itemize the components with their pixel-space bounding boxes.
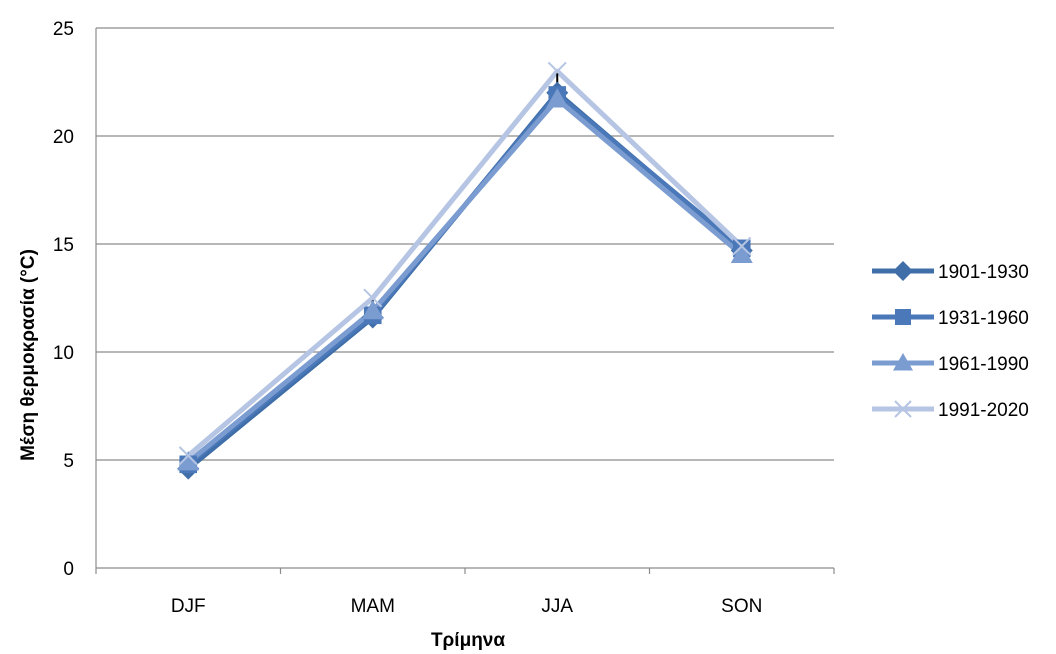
error-bars bbox=[187, 73, 743, 473]
x-tick-label: SON bbox=[721, 596, 762, 617]
series-line-1991-2020 bbox=[186, 68, 744, 458]
y-tick-label: 20 bbox=[53, 127, 74, 148]
marker-x bbox=[178, 446, 198, 466]
y-tick-label: 5 bbox=[63, 451, 74, 472]
marker-x-stroke bbox=[547, 61, 567, 81]
marker-triangle bbox=[361, 299, 384, 320]
marker-x-stroke bbox=[363, 288, 383, 308]
x-tick-labels: DJF MAM JJA SON bbox=[171, 596, 763, 617]
marker-x-stroke bbox=[894, 400, 912, 418]
marker-x-stroke bbox=[178, 446, 198, 466]
series-lines bbox=[186, 68, 744, 471]
marker-triangle bbox=[893, 353, 913, 371]
x-tick-label: JJA bbox=[541, 596, 573, 617]
y-tick-label: 15 bbox=[53, 235, 74, 256]
marker-x bbox=[732, 236, 752, 256]
marker-triangle bbox=[730, 243, 753, 264]
x-tick-label: DJF bbox=[171, 596, 206, 617]
series-line-1931-1960 bbox=[186, 92, 744, 467]
legend-label: 1961-1990 bbox=[938, 354, 1029, 375]
series-markers bbox=[177, 61, 753, 480]
marker-x-stroke bbox=[732, 236, 752, 256]
y-tick-labels: 0 5 10 15 20 25 bbox=[53, 19, 74, 580]
marker-diamond bbox=[893, 261, 913, 281]
y-tick-label: 0 bbox=[63, 559, 74, 580]
marker-x bbox=[547, 61, 567, 81]
marker-square bbox=[895, 309, 911, 325]
legend-label: 1931-1960 bbox=[938, 308, 1029, 329]
y-tick-label: 25 bbox=[53, 19, 74, 40]
legend: 1901-1930 1931-1960 1961-1990 1991-2020 bbox=[872, 261, 1029, 421]
marker-x bbox=[363, 288, 383, 308]
marker-triangle bbox=[177, 451, 200, 471]
series-line-1961-1990 bbox=[186, 96, 744, 465]
series-line-1901-1930 bbox=[186, 90, 744, 471]
x-tick-label: MAM bbox=[351, 596, 395, 617]
gridlines bbox=[95, 27, 835, 574]
marker-x bbox=[894, 400, 912, 418]
marker-triangle bbox=[546, 88, 569, 108]
x-axis-title: Τρίμηνα bbox=[431, 630, 505, 651]
legend-label: 1901-1930 bbox=[938, 262, 1029, 283]
y-axis-title: Μέση θερμοκρασία (°C) bbox=[18, 249, 39, 461]
legend-label: 1991-2020 bbox=[938, 400, 1029, 421]
y-tick-label: 10 bbox=[53, 343, 74, 364]
